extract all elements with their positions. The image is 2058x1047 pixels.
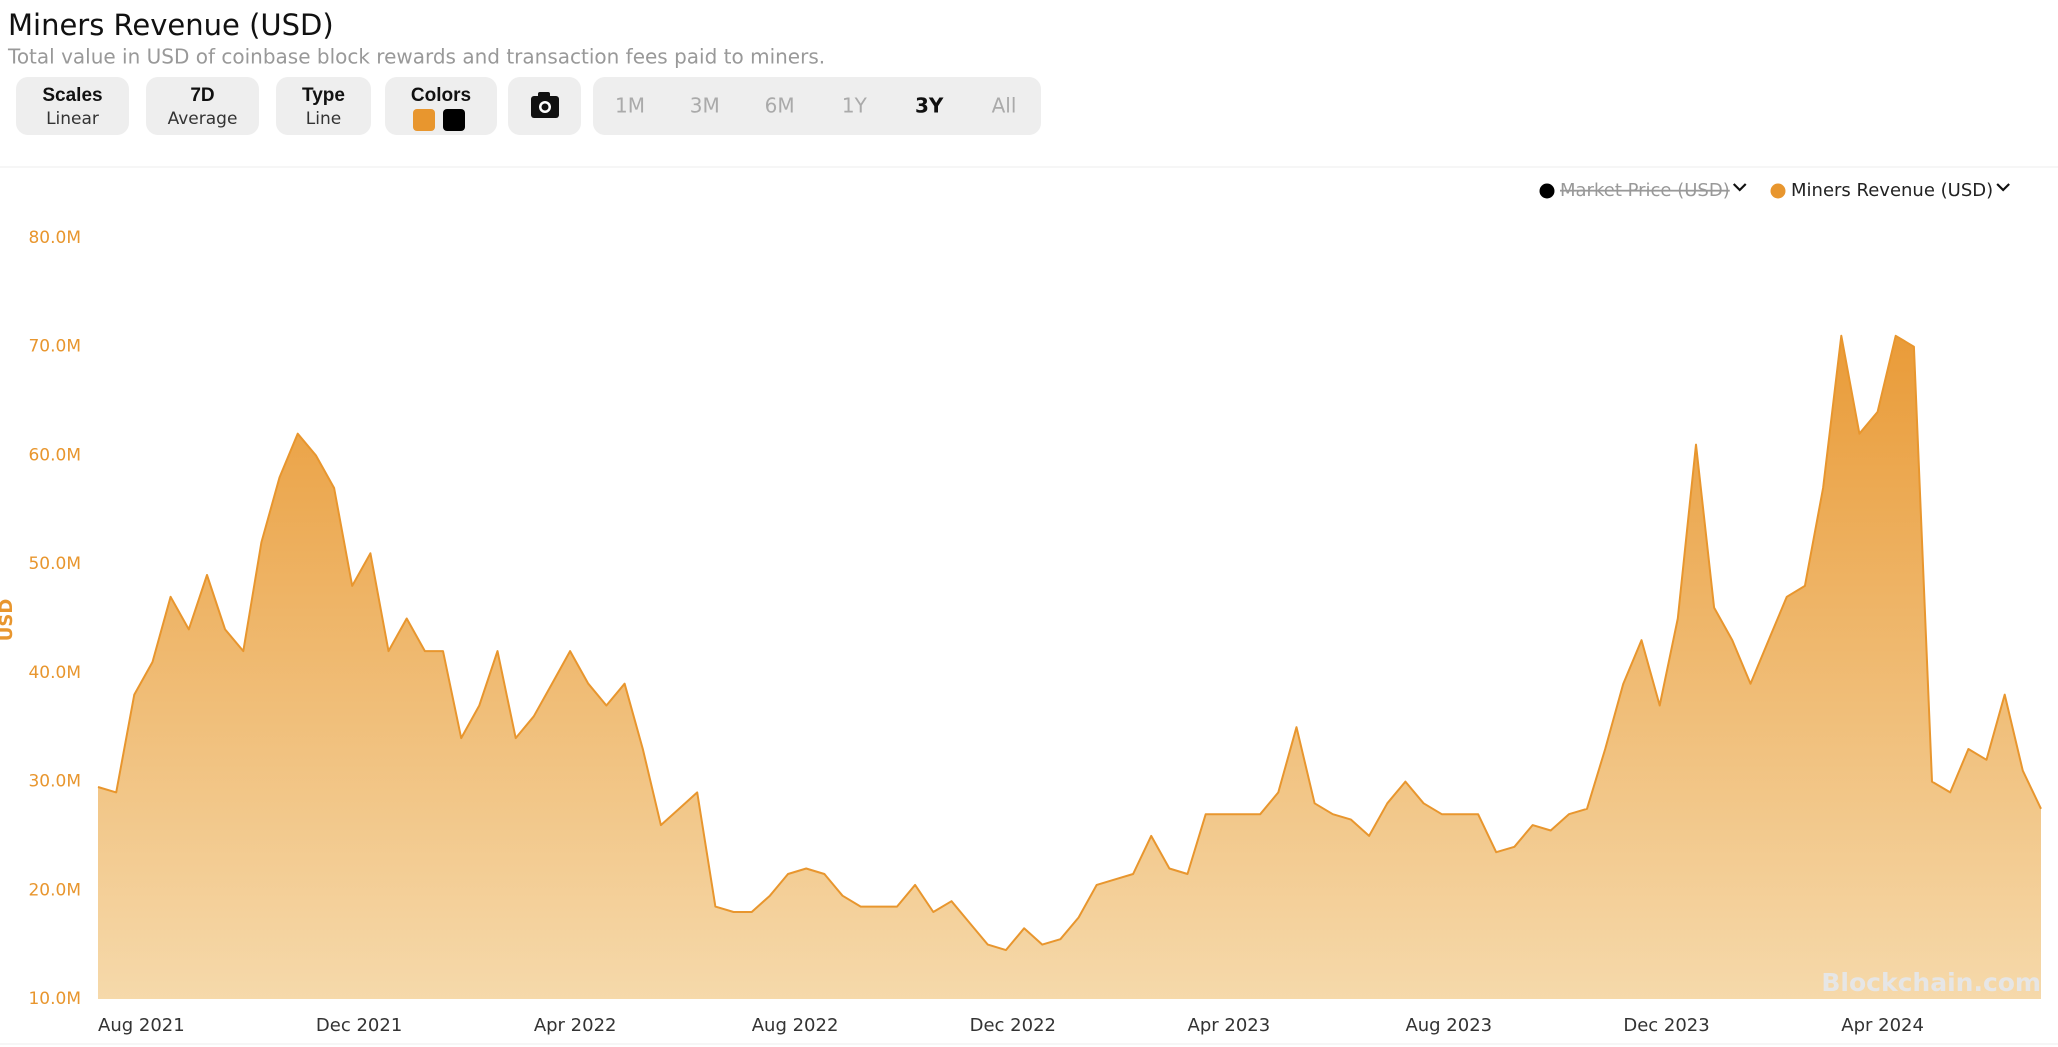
chart-title: Miners Revenue (USD) <box>8 8 334 42</box>
y-axis-label: USD <box>0 599 17 642</box>
x-tick-label: Aug 2021 <box>98 1015 185 1036</box>
camera-icon <box>541 103 549 111</box>
legend-dot <box>1539 183 1555 199</box>
y-tick-label: 70.0M <box>28 337 81 357</box>
button-sub: Line <box>306 109 341 129</box>
x-tick-label: Apr 2024 <box>1841 1015 1924 1036</box>
button-title: 7D <box>190 85 214 106</box>
camera-icon <box>538 92 550 98</box>
range-group-bg <box>593 77 1041 135</box>
y-tick-label: 20.0M <box>28 880 81 900</box>
y-tick-label: 10.0M <box>28 989 81 1009</box>
button-bg <box>276 77 371 135</box>
button-bg <box>146 77 259 135</box>
chart-subtitle: Total value in USD of coinbase block rew… <box>7 45 825 69</box>
toolbar-button[interactable]: Colors <box>385 77 497 135</box>
range-button[interactable]: 3M <box>690 94 720 118</box>
x-tick-label: Aug 2022 <box>752 1015 839 1036</box>
legend-dot <box>1770 183 1786 199</box>
legend-item[interactable]: Miners Revenue (USD) <box>1770 180 2010 201</box>
button-title: Type <box>302 85 345 106</box>
x-tick-label: Dec 2022 <box>970 1015 1056 1036</box>
x-tick-label: Dec 2021 <box>316 1015 402 1036</box>
x-tick-label: Dec 2023 <box>1623 1015 1709 1036</box>
legend-chevron <box>1732 183 1747 192</box>
y-tick-label: 80.0M <box>28 228 81 248</box>
button-sub: Average <box>168 109 238 129</box>
button-sub: Linear <box>46 109 99 129</box>
range-button[interactable]: 6M <box>765 94 795 118</box>
range-button[interactable]: 1M <box>615 94 645 118</box>
legend-label: Miners Revenue (USD) <box>1791 180 1993 201</box>
button-title: Scales <box>42 85 102 106</box>
x-tick-label: Apr 2022 <box>534 1015 617 1036</box>
range-button[interactable]: 3Y <box>915 94 944 118</box>
toolbar-button[interactable]: 7D Average <box>146 77 259 135</box>
y-tick-label: 50.0M <box>28 554 81 574</box>
range-button[interactable]: 1Y <box>842 94 868 118</box>
watermark: Blockchain.com <box>1821 968 2041 997</box>
x-tick-label: Aug 2023 <box>1405 1015 1492 1036</box>
legend-item[interactable]: Market Price (USD) <box>1539 180 1747 201</box>
area <box>98 335 2041 999</box>
camera-button[interactable] <box>508 77 581 135</box>
line <box>97 334 2042 952</box>
legend-label: Market Price (USD) <box>1560 180 1730 201</box>
y-tick-label: 40.0M <box>28 663 81 683</box>
y-tick-label: 30.0M <box>28 772 81 792</box>
toolbar-button[interactable]: Type Line <box>276 77 371 135</box>
color-swatch <box>443 109 465 131</box>
button-bg <box>16 77 129 135</box>
toolbar-button[interactable]: Scales Linear <box>16 77 129 135</box>
y-tick-label: 60.0M <box>28 445 81 465</box>
range-button[interactable]: All <box>992 94 1017 118</box>
x-tick-label: Apr 2023 <box>1188 1015 1271 1036</box>
color-swatch <box>413 109 435 131</box>
button-title: Colors <box>411 85 471 106</box>
legend-chevron <box>1996 183 2010 192</box>
